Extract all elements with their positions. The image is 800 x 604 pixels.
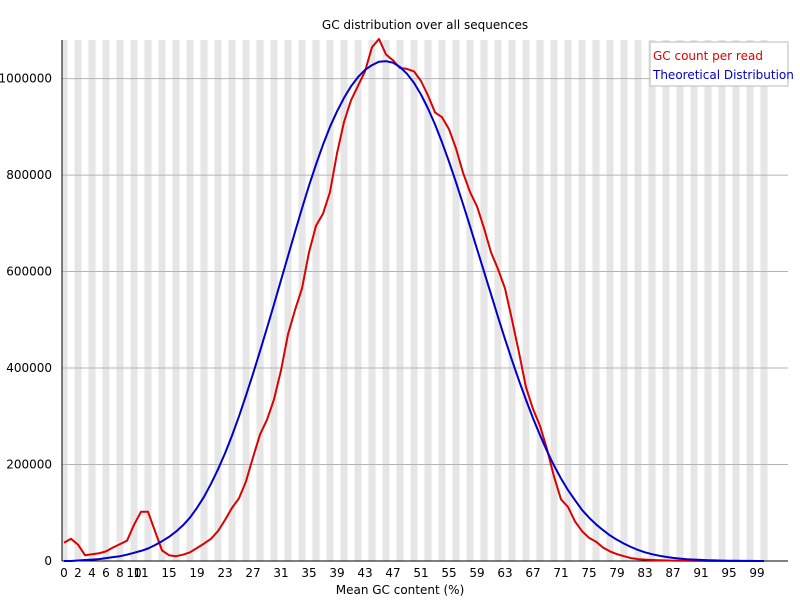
background-band xyxy=(200,40,208,561)
background-band xyxy=(130,40,138,561)
x-tick-label: 10 xyxy=(126,566,141,580)
background-band xyxy=(494,40,502,561)
x-tick-label: 79 xyxy=(609,566,624,580)
background-band xyxy=(186,40,194,561)
background-band xyxy=(438,40,446,561)
y-tick-label: 200000 xyxy=(6,458,52,472)
background-band xyxy=(396,40,404,561)
background-band xyxy=(662,40,670,561)
background-band xyxy=(746,40,754,561)
x-tick-label: 11 xyxy=(133,566,148,580)
x-tick-label: 47 xyxy=(385,566,400,580)
background-band xyxy=(284,40,292,561)
background-band xyxy=(368,40,376,561)
background-band xyxy=(256,40,264,561)
x-tick-label: 27 xyxy=(245,566,260,580)
background-band xyxy=(508,40,516,561)
background-band xyxy=(592,40,600,561)
background-band xyxy=(228,40,236,561)
legend: GC count per read Theoretical Distributio… xyxy=(649,41,794,87)
legend-box xyxy=(649,41,789,87)
chart-title: GC distribution over all sequences xyxy=(322,18,528,32)
x-tick-label: 71 xyxy=(553,566,568,580)
background-band xyxy=(74,40,82,561)
x-tick-label: 15 xyxy=(161,566,176,580)
background-band xyxy=(452,40,460,561)
x-tick-label: 19 xyxy=(189,566,204,580)
x-tick-label: 2 xyxy=(74,566,82,580)
series-lines xyxy=(63,38,764,562)
legend-entry: GC count per read xyxy=(653,49,763,63)
x-tick-label: 8 xyxy=(116,566,124,580)
x-tick-label: 87 xyxy=(665,566,680,580)
background-band xyxy=(102,40,110,561)
y-tick-label: 800000 xyxy=(6,168,52,182)
background-band xyxy=(312,40,320,561)
background-band xyxy=(214,40,222,561)
background-band xyxy=(718,40,726,561)
x-tick-label: 39 xyxy=(329,566,344,580)
background-band xyxy=(606,40,614,561)
background-band xyxy=(410,40,418,561)
background-band xyxy=(760,40,768,561)
background-band xyxy=(522,40,530,561)
x-tick-label: 83 xyxy=(637,566,652,580)
background-band xyxy=(536,40,544,561)
background-band xyxy=(158,40,166,561)
y-tick-label: 1000000 xyxy=(0,72,52,86)
x-tick-label: 75 xyxy=(581,566,596,580)
x-tick-label: 67 xyxy=(525,566,540,580)
background-band xyxy=(634,40,642,561)
background-band xyxy=(578,40,586,561)
background-band xyxy=(550,40,558,561)
x-tick-label: 59 xyxy=(469,566,484,580)
x-tick-label: 99 xyxy=(749,566,764,580)
background-band xyxy=(620,40,628,561)
x-tick-label: 6 xyxy=(102,566,110,580)
background-band xyxy=(354,40,362,561)
background-band xyxy=(704,40,712,561)
background-bands xyxy=(62,40,788,561)
x-tick-label: 63 xyxy=(497,566,512,580)
background-band xyxy=(424,40,432,561)
background-band xyxy=(298,40,306,561)
background-band xyxy=(648,40,656,561)
x-tick-label: 0 xyxy=(60,566,68,580)
x-tick-label: 4 xyxy=(88,566,96,580)
x-tick-label: 43 xyxy=(357,566,372,580)
series-line-theoretical xyxy=(64,60,764,562)
y-tick-label: 600000 xyxy=(6,265,52,279)
x-tick-label: 31 xyxy=(273,566,288,580)
background-band xyxy=(326,40,334,561)
background-band xyxy=(732,40,740,561)
y-tick-label: 400000 xyxy=(6,361,52,375)
background-band xyxy=(88,40,96,561)
x-tick-label: 51 xyxy=(413,566,428,580)
background-band xyxy=(564,40,572,561)
background-band xyxy=(270,40,278,561)
background-band xyxy=(676,40,684,561)
background-band xyxy=(382,40,390,561)
background-band xyxy=(172,40,180,561)
background-band xyxy=(144,40,152,561)
x-tick-label: 95 xyxy=(721,566,736,580)
x-tick-label: 23 xyxy=(217,566,232,580)
background-band xyxy=(466,40,474,561)
legend-entry: Theoretical Distribution xyxy=(652,68,794,82)
background-band xyxy=(690,40,698,561)
x-tick-label: 91 xyxy=(693,566,708,580)
background-band xyxy=(62,40,68,561)
series-line-gc-count xyxy=(63,38,764,562)
x-axis-label: Mean GC content (%) xyxy=(336,583,465,597)
background-band xyxy=(480,40,488,561)
background-band xyxy=(242,40,250,561)
x-tick-label: 35 xyxy=(301,566,316,580)
x-tick-label: 55 xyxy=(441,566,456,580)
background-band xyxy=(116,40,124,561)
background-band xyxy=(340,40,348,561)
y-tick-label: 0 xyxy=(44,554,52,568)
